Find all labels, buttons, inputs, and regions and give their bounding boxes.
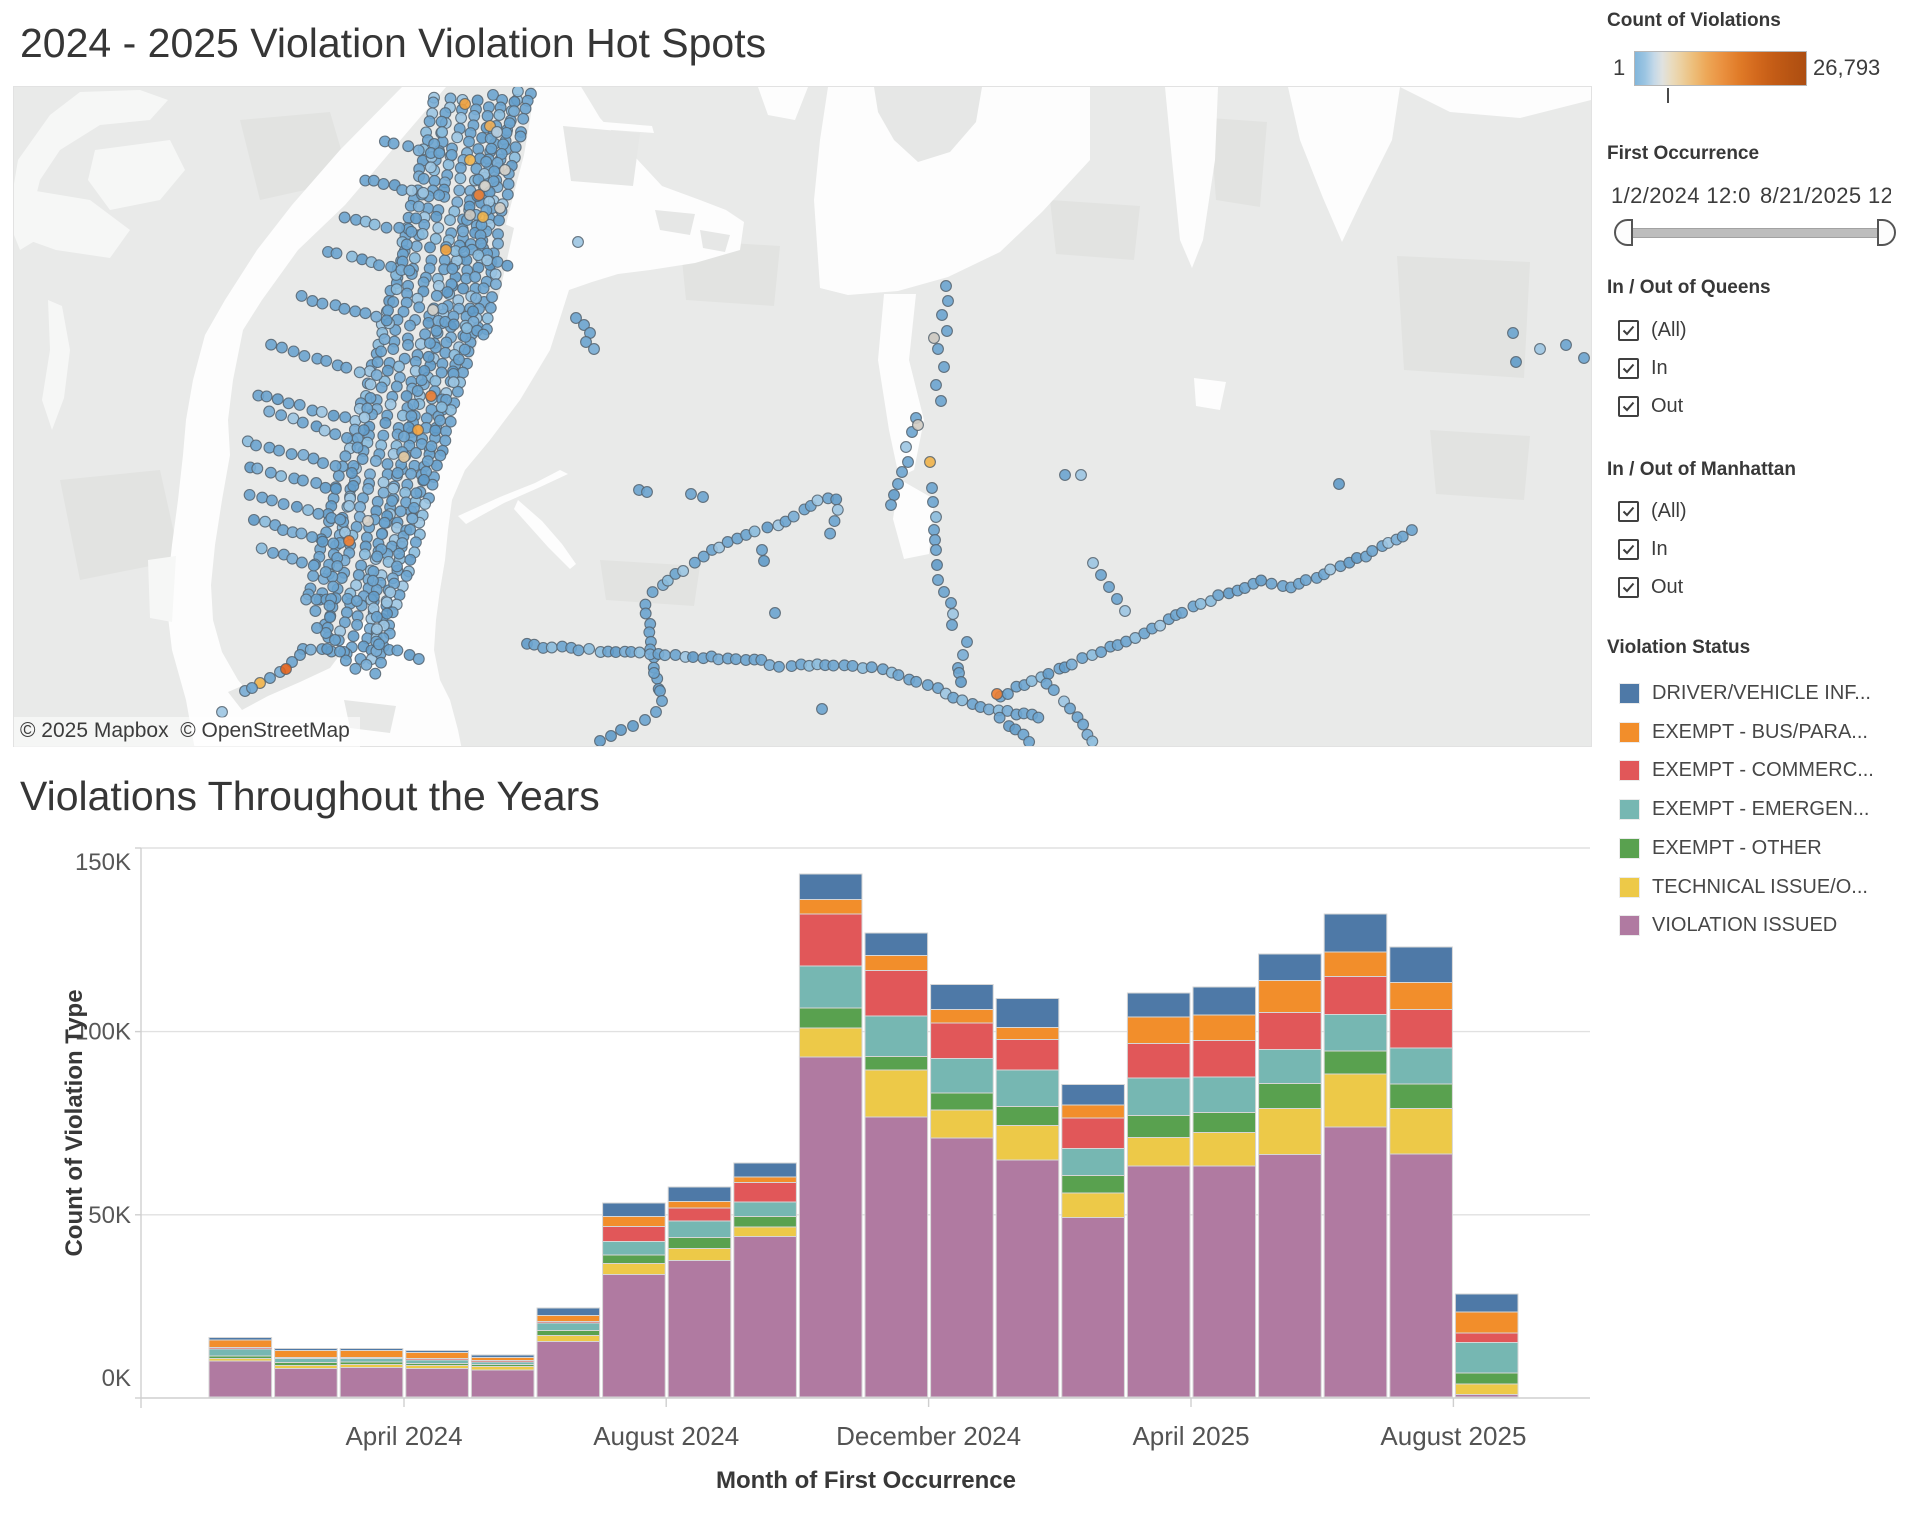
svg-text:Count of Violation Type: Count of Violation Type	[61, 989, 88, 1256]
svg-text:50K: 50K	[88, 1202, 131, 1229]
svg-text:Month of First Occurrence: Month of First Occurrence	[716, 1467, 1016, 1494]
svg-text:150K: 150K	[75, 849, 131, 876]
svg-text:April 2025: April 2025	[1132, 1421, 1249, 1451]
svg-text:August 2024: August 2024	[593, 1421, 739, 1451]
svg-text:August 2025: August 2025	[1380, 1421, 1526, 1451]
svg-text:100K: 100K	[75, 1019, 131, 1046]
svg-text:April 2024: April 2024	[345, 1421, 462, 1451]
svg-text:0K: 0K	[102, 1365, 131, 1392]
svg-text:December 2024: December 2024	[836, 1421, 1021, 1451]
